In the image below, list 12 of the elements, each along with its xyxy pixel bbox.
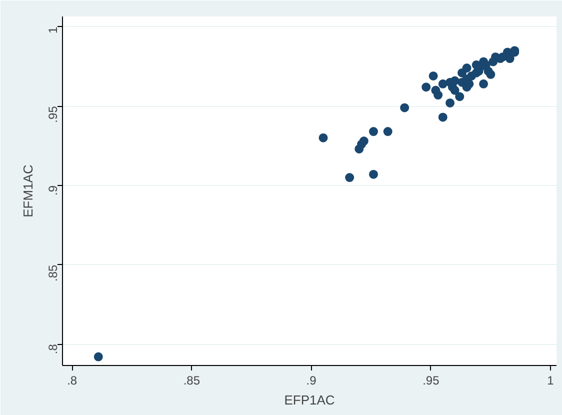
- x-tick-label: .8: [67, 374, 78, 388]
- y-tick-label: 1: [46, 26, 60, 34]
- x-tick-label: .95: [422, 374, 440, 388]
- y-tick-label: .9: [46, 185, 60, 196]
- x-tick-label: 1: [547, 374, 554, 388]
- y-tick-label: .8: [46, 344, 60, 354]
- x-tick-label: .9: [306, 374, 317, 388]
- x-axis-title: EFP1AC: [284, 392, 335, 408]
- x-tick-label: .85: [183, 374, 200, 388]
- y-tick-label: .95: [46, 106, 60, 123]
- y-tick-label: .85: [46, 264, 60, 282]
- y-axis-title: EFM1AC: [20, 164, 36, 218]
